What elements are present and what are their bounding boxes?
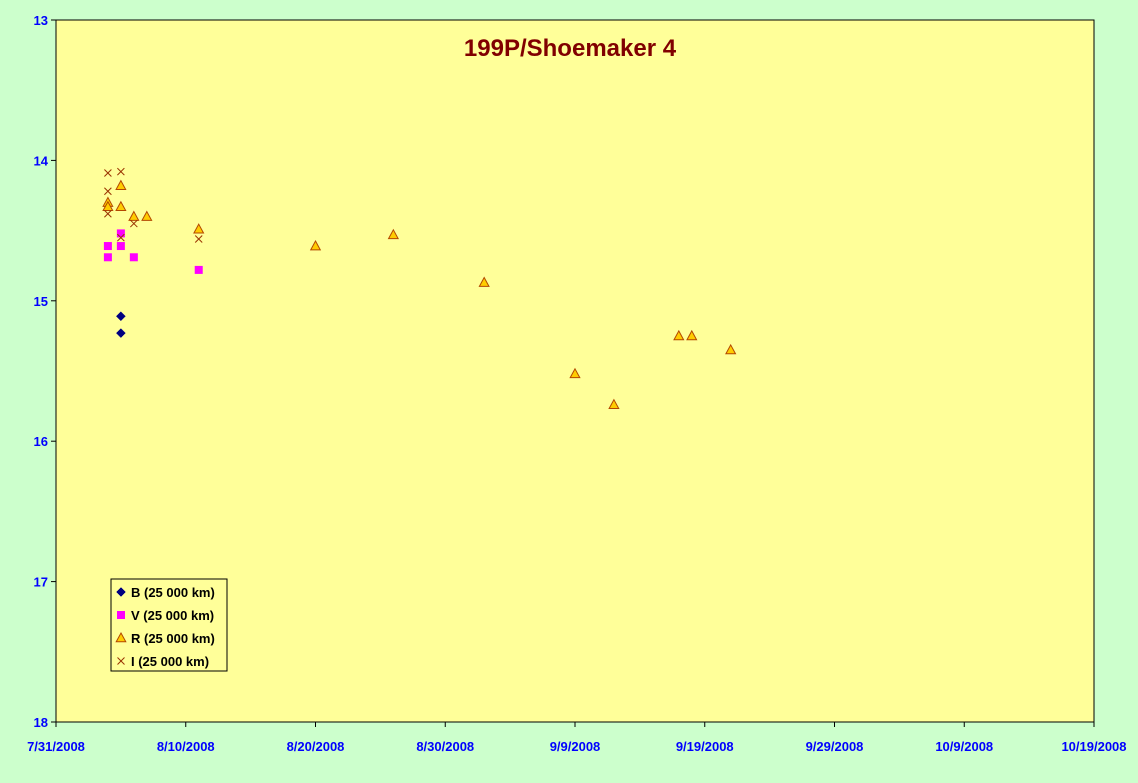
y-tick-label: 15 bbox=[34, 294, 48, 309]
data-point bbox=[309, 239, 322, 251]
x-tick-label: 8/30/2008 bbox=[416, 739, 474, 754]
y-tick-label: 16 bbox=[34, 434, 48, 449]
x-axis: 7/31/2008 8/10/2008 8/20/2008 8/30/2008 9/9/… bbox=[27, 722, 1127, 754]
data-point bbox=[608, 398, 620, 409]
data-point bbox=[193, 223, 205, 234]
data-point bbox=[387, 228, 399, 240]
series-square bbox=[103, 229, 203, 274]
data-point bbox=[104, 209, 112, 218]
data-point bbox=[725, 343, 737, 355]
x-tick-label: 9/29/2008 bbox=[806, 739, 864, 754]
data-point bbox=[141, 210, 153, 221]
legend-item: V (25 000 km) bbox=[117, 608, 214, 623]
legend-marker bbox=[117, 611, 125, 619]
data-point bbox=[478, 276, 490, 287]
data-point bbox=[103, 242, 112, 251]
y-tick-label: 13 bbox=[34, 13, 48, 28]
y-axis: 13 14 15 16 17 18 bbox=[34, 13, 56, 730]
series-triangle bbox=[102, 179, 737, 409]
x-tick-label: 10/19/2008 bbox=[1061, 739, 1126, 754]
legend-item: I (25 000 km) bbox=[117, 654, 209, 669]
x-tick-label: 8/20/2008 bbox=[287, 739, 345, 754]
legend-label: B (25 000 km) bbox=[131, 585, 215, 600]
data-point bbox=[102, 200, 114, 212]
data-point bbox=[129, 253, 138, 262]
data-point bbox=[194, 265, 203, 274]
series-diamond bbox=[116, 311, 126, 338]
legend-label: I (25 000 km) bbox=[131, 654, 209, 669]
data-point bbox=[673, 329, 685, 341]
x-tick-label: 7/31/2008 bbox=[27, 739, 85, 754]
data-point bbox=[103, 253, 112, 262]
data-point bbox=[117, 233, 125, 242]
data-point bbox=[129, 219, 138, 228]
data-point bbox=[116, 229, 125, 238]
legend-item: B (25 000 km) bbox=[116, 585, 215, 600]
data-point bbox=[569, 367, 581, 379]
x-tick-label: 9/9/2008 bbox=[550, 739, 601, 754]
legend-marker bbox=[116, 587, 126, 597]
data-point bbox=[115, 179, 127, 190]
data-point bbox=[115, 200, 127, 212]
data-point bbox=[128, 210, 140, 221]
y-tick-label: 17 bbox=[34, 575, 48, 590]
data-points bbox=[102, 167, 737, 409]
series-x bbox=[104, 167, 203, 243]
data-point bbox=[104, 187, 112, 196]
legend-label: V (25 000 km) bbox=[131, 608, 214, 623]
x-tick-label: 10/9/2008 bbox=[935, 739, 993, 754]
data-point bbox=[117, 167, 125, 176]
legend-label: R (25 000 km) bbox=[131, 631, 215, 646]
data-point bbox=[686, 329, 698, 341]
x-tick-label: 8/10/2008 bbox=[157, 739, 215, 754]
legend-box bbox=[110, 578, 228, 672]
legend: B (25 000 km) V (25 000 km) R (25 000 km) I… bbox=[110, 578, 228, 672]
data-point bbox=[194, 235, 203, 243]
data-point bbox=[116, 242, 125, 251]
data-point bbox=[116, 328, 126, 338]
chart-title: 199P/Shoemaker 4 bbox=[464, 35, 677, 62]
y-tick-label: 14 bbox=[34, 153, 49, 168]
x-tick-label: 9/19/2008 bbox=[676, 739, 734, 754]
legend-marker bbox=[117, 657, 125, 665]
y-tick-label: 18 bbox=[34, 715, 48, 730]
legend-marker bbox=[115, 631, 127, 643]
data-point bbox=[104, 169, 112, 177]
legend-item: R (25 000 km) bbox=[115, 631, 215, 646]
data-point bbox=[116, 311, 126, 322]
